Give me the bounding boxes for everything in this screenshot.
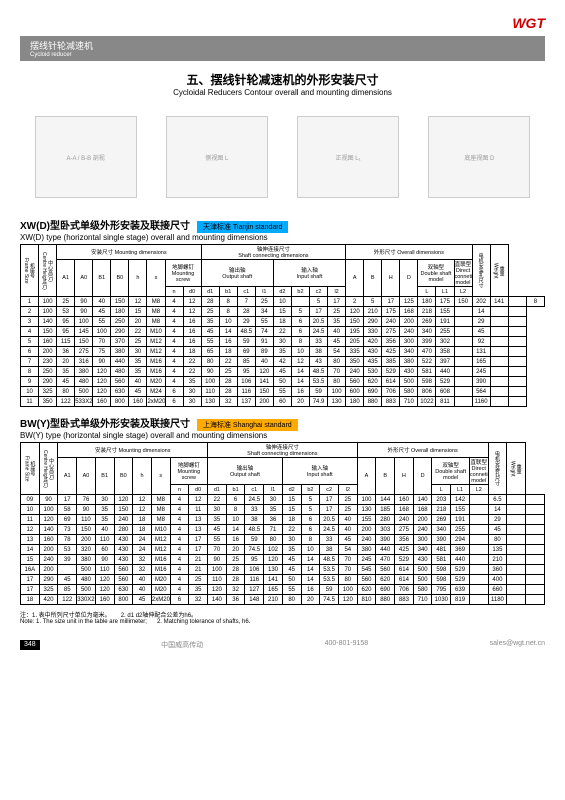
diagrams-row: A-A / B-B 剖视 侧视图 L 正视图 L₁ 底座视图 D: [20, 107, 545, 207]
note2e: 2. Matching tolerance of shafts, h6.: [157, 619, 250, 625]
table-bw: 机座号Frame Size中心高(C)Centre Height(C)安装尺寸 …: [20, 442, 545, 605]
diagram-4: 底座视图 D: [428, 116, 530, 198]
header-en: Cycloid reducer: [30, 52, 535, 58]
table-xw: 机座号Frame Size中心高(C)Centre Height(C)安装尺寸 …: [20, 244, 545, 407]
table-row: 14200533206043024M12417702074.5102351038…: [21, 545, 545, 555]
table-row: 3140951005525020M84163510295518620.53515…: [21, 317, 545, 327]
table-row: 7230203169044035M16422802285404212438035…: [21, 357, 545, 367]
footer-email: sales@wgt.net.cn: [490, 640, 545, 650]
section2-title: BW(Y)型卧式单级外形安装及联接尺寸 上海标准 Shanghai standa…: [20, 415, 545, 440]
note1e: Note: 1. The size unit in the table are …: [20, 619, 147, 625]
table-row: 210053904518015M841225828341551725120210…: [21, 307, 545, 317]
notes: 注：1. 表中所列尺寸单位为毫米。 2. d1 d2轴伸配合公差为h6。 Not…: [20, 610, 545, 625]
table-row: 82503538012048035M16422902595120451448.5…: [21, 367, 545, 377]
s1-badge: 天津标准 Tianjin standard: [197, 221, 289, 233]
s1-en: XW(D) type (horizontal single stage) ove…: [20, 233, 268, 242]
footer: 348 中国威高传动 400-801-9158 sales@wgt.net.cn: [20, 640, 545, 650]
table-row: 92904548012056040M2043510028106141501453…: [21, 377, 545, 387]
table-row: 41509514510029022M10416451448.57422624.5…: [21, 327, 545, 337]
logo: WGT: [20, 15, 545, 31]
diagram-1: A-A / B-B 剖视: [35, 116, 137, 198]
s2-badge: 上海标准 Shanghai standard: [197, 419, 298, 431]
header-cn: 摆线针轮减速机: [30, 39, 535, 52]
s2-en: BW(Y) type (horizontal single stage) ove…: [20, 431, 267, 440]
table-row: 6200362757538030M12418651869893510385433…: [21, 347, 545, 357]
table-row: 51601151507037025M1241655165991308334520…: [21, 337, 545, 347]
footer-phone: 400-801-9158: [325, 640, 369, 650]
header-box: 摆线针轮减速机 Cycloid reducer: [20, 36, 545, 61]
table-row: 18420122330X2160800452xM2063214036148210…: [21, 595, 545, 605]
table-row: 1010058903515012M84113083335155172513018…: [21, 505, 545, 515]
table-row: 11350122533X21608001602xM206301303213720…: [21, 397, 545, 407]
table-row: 103258050012063045M246301102811615055165…: [21, 387, 545, 397]
s1-cn: XW(D)型卧式单级外形安装及联接尺寸: [20, 221, 190, 232]
section1-title: XW(D)型卧式单级外形安装及联接尺寸 天津标准 Tianjin standar…: [20, 217, 545, 242]
diagram-3: 正视图 L₁: [297, 116, 399, 198]
s2-cn: BW(Y)型卧式单级外形安装及联接尺寸: [20, 419, 190, 430]
table-row: 16A20050011056032M1642110028106130451453…: [21, 565, 545, 575]
footer-company: 中国威高传动: [161, 640, 203, 650]
page-num: 348: [20, 640, 40, 650]
diagram-2: 侧视图 L: [166, 116, 268, 198]
main-title-en: Cycloidal Reducers Contour overall and m…: [20, 88, 545, 97]
table-row: 172904548012056040M204251102811614150145…: [21, 575, 545, 585]
table-row: 131607820011043024M124175516598030833452…: [21, 535, 545, 545]
table-row: 110025904015012M841228872510517251712518…: [21, 297, 545, 307]
table-row: 173258550012063040M204351203212716555165…: [21, 585, 545, 595]
main-title-cn: 五、摆线针轮减速机的外形安装尺寸: [20, 71, 545, 88]
table-row: 12140731504028018M10413451448.57122624.5…: [21, 525, 545, 535]
table-row: 099017763012012M841222624.53015517251001…: [21, 495, 545, 505]
table-row: 15240393809043032M16421902595120451448.5…: [21, 555, 545, 565]
table-row: 11120691103524018M84133510383618620.5401…: [21, 515, 545, 525]
